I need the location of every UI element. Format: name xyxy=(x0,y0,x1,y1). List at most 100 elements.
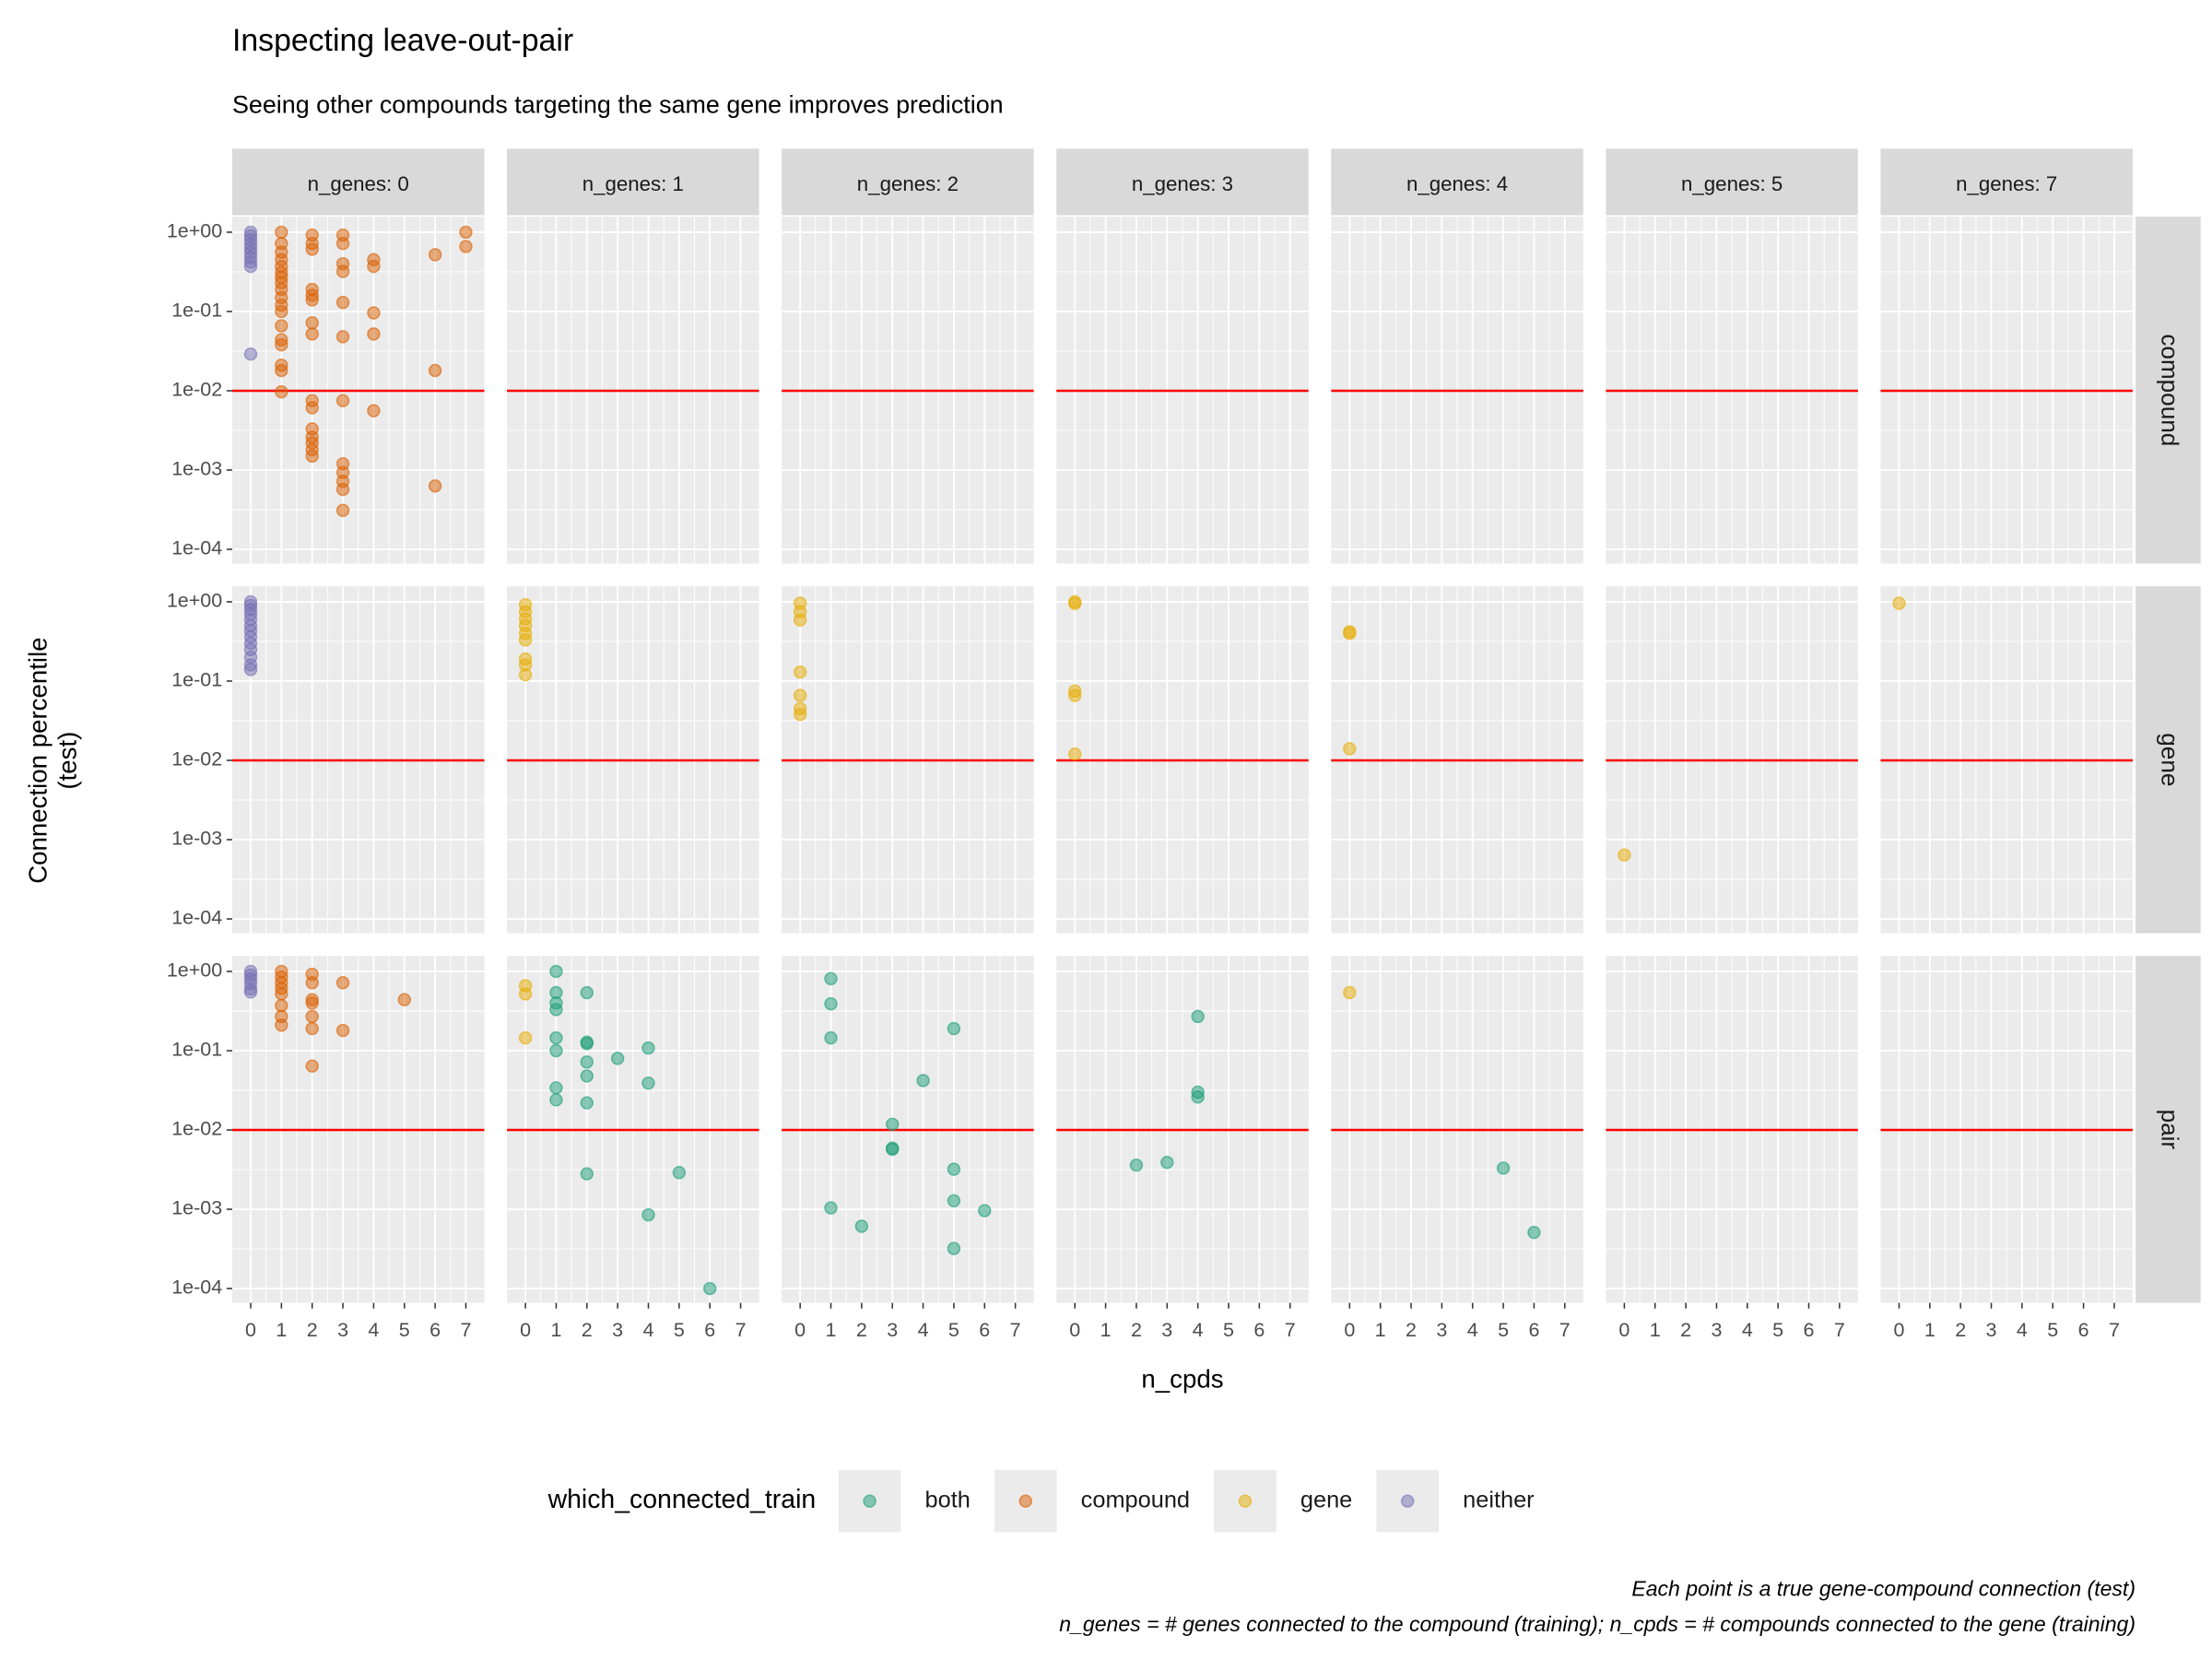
legend-title: which_connected_train xyxy=(547,1485,817,1514)
point xyxy=(275,987,288,1001)
x-tick-label: 4 xyxy=(2017,1319,2028,1341)
x-tick-label: 5 xyxy=(1498,1319,1509,1341)
point xyxy=(275,337,288,352)
x-axis-title: n_cpds xyxy=(1141,1364,1223,1393)
point xyxy=(305,1059,319,1073)
facet-strip xyxy=(1331,148,1583,216)
x-tick-label: 2 xyxy=(1680,1319,1691,1341)
point xyxy=(580,1069,594,1083)
x-tick-label: 6 xyxy=(1528,1319,1539,1341)
chart-subtitle: Seeing other compounds targeting the sam… xyxy=(232,90,1004,118)
point xyxy=(641,1041,655,1055)
y-tick-label: 1e+00 xyxy=(167,590,222,612)
point xyxy=(824,1030,838,1045)
facet-strip xyxy=(2136,956,2201,1303)
point xyxy=(275,363,288,378)
point xyxy=(243,663,258,677)
facet-label: n_genes: 2 xyxy=(857,172,959,195)
x-tick-label: 0 xyxy=(245,1319,256,1341)
x-tick-label: 0 xyxy=(1618,1319,1630,1341)
point xyxy=(305,401,319,415)
x-tick-label: 7 xyxy=(1559,1319,1571,1341)
point xyxy=(580,1037,594,1051)
facet-label: n_genes: 1 xyxy=(582,172,684,195)
x-tick-label: 6 xyxy=(429,1319,441,1341)
y-tick-label: 1e-03 xyxy=(171,1197,222,1219)
point xyxy=(335,330,350,344)
point xyxy=(1068,596,1082,611)
point xyxy=(824,971,838,986)
point xyxy=(243,347,258,361)
y-axis-title: (test) xyxy=(53,732,82,790)
x-tick-label: 5 xyxy=(1772,1319,1783,1341)
x-tick-label: 5 xyxy=(399,1319,410,1341)
point xyxy=(1129,1158,1144,1172)
point xyxy=(367,259,381,274)
point xyxy=(885,1142,900,1157)
x-tick-label: 4 xyxy=(1742,1319,1753,1341)
facet-strip xyxy=(1606,148,1858,216)
point xyxy=(459,225,473,240)
point xyxy=(549,1081,563,1095)
point xyxy=(305,976,319,990)
point xyxy=(305,316,319,330)
x-tick-label: 7 xyxy=(2109,1319,2120,1341)
point xyxy=(335,265,350,278)
y-tick-label: 1e+00 xyxy=(167,959,222,982)
point xyxy=(1191,1090,1205,1104)
point xyxy=(428,248,442,262)
x-tick-label: 7 xyxy=(1010,1319,1021,1341)
point xyxy=(549,1030,563,1045)
x-tick-label: 4 xyxy=(643,1319,654,1341)
point xyxy=(978,1204,992,1218)
facet-label: n_genes: 0 xyxy=(308,172,409,195)
point xyxy=(335,394,350,407)
x-tick-label: 6 xyxy=(2078,1319,2089,1341)
x-tick-label: 3 xyxy=(887,1319,898,1341)
point xyxy=(885,1117,900,1132)
x-tick-label: 4 xyxy=(368,1319,379,1341)
facet-label: pair xyxy=(2156,1110,2183,1150)
point xyxy=(1343,626,1357,641)
point xyxy=(793,688,807,702)
point xyxy=(397,993,411,1006)
point xyxy=(305,995,319,1010)
point xyxy=(275,1018,288,1032)
x-tick-label: 3 xyxy=(1161,1319,1172,1341)
y-tick-label: 1e+00 xyxy=(167,220,222,242)
legend-label: compound xyxy=(1081,1487,1190,1512)
x-tick-label: 0 xyxy=(1069,1319,1080,1341)
point xyxy=(1191,1009,1205,1024)
y-tick-label: 1e-04 xyxy=(171,1277,222,1299)
x-tick-label: 2 xyxy=(1955,1319,1966,1341)
point xyxy=(459,240,473,253)
facet-strip xyxy=(782,148,1034,216)
point xyxy=(947,1021,961,1036)
x-tick-label: 2 xyxy=(1131,1319,1142,1341)
x-tick-label: 5 xyxy=(948,1319,959,1341)
point xyxy=(243,985,258,999)
x-tick-label: 2 xyxy=(856,1319,867,1341)
y-axis-title: Connection percentile xyxy=(23,637,52,883)
x-tick-label: 0 xyxy=(794,1319,806,1341)
x-tick-label: 0 xyxy=(1893,1319,1904,1341)
x-tick-label: 3 xyxy=(1986,1319,1997,1341)
point xyxy=(1892,596,1906,610)
y-tick-label: 1e-02 xyxy=(171,1118,222,1140)
point xyxy=(335,1023,350,1038)
point xyxy=(793,665,807,679)
x-tick-label: 3 xyxy=(612,1319,623,1341)
x-tick-label: 5 xyxy=(2047,1319,2058,1341)
point xyxy=(580,1167,594,1181)
x-tick-label: 3 xyxy=(337,1319,348,1341)
point xyxy=(580,1096,594,1110)
caption: Each point is a true gene-compound conne… xyxy=(1631,1577,2136,1601)
point xyxy=(793,707,807,722)
x-tick-label: 1 xyxy=(1924,1319,1936,1341)
x-tick-label: 1 xyxy=(826,1319,837,1341)
x-tick-label: 0 xyxy=(1344,1319,1355,1341)
facet-label: gene xyxy=(2156,733,2183,786)
y-tick-label: 1e-04 xyxy=(171,537,222,559)
y-tick-label: 1e-02 xyxy=(171,748,222,771)
